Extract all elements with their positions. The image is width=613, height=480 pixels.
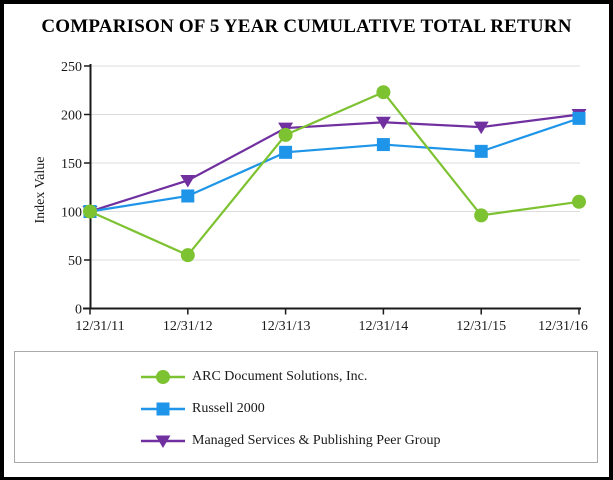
- circle-marker: [474, 208, 489, 223]
- series-0: [83, 85, 586, 263]
- circle-marker: [572, 194, 586, 209]
- chart-title: COMPARISON OF 5 YEAR CUMULATIVE TOTAL RE…: [41, 16, 572, 37]
- square-marker: [279, 145, 293, 159]
- x-tick-label: 12/31/11: [75, 319, 124, 334]
- square-series-icon: [141, 402, 185, 416]
- legend-item-arc: ARC Document Solutions, Inc.: [141, 366, 597, 388]
- legend-label-russell: Russell 2000: [192, 401, 265, 416]
- circle-marker: [278, 127, 293, 142]
- legend-item-russell: Russell 2000: [141, 398, 597, 420]
- y-tick-label: 250: [61, 60, 82, 75]
- square-marker: [572, 111, 586, 125]
- triangle-down-series-icon: [141, 435, 185, 448]
- square-marker: [156, 402, 170, 416]
- x-tick-label: 12/31/13: [261, 319, 311, 334]
- chart-plot-area: 0 50 100 150 200 250 12/31/11 12/31/12 12/31/13 1…: [61, 60, 588, 334]
- y-tick-label: 150: [61, 157, 82, 172]
- x-tick-label: 12/31/14: [359, 319, 409, 334]
- series-1: [83, 111, 586, 218]
- circle-series-icon: [141, 370, 185, 384]
- legend-label-peer-group: Managed Services & Publishing Peer Group: [192, 433, 441, 448]
- x-tick-label: 12/31/12: [163, 319, 213, 334]
- y-tick-label: 50: [68, 254, 82, 269]
- legend-item-peer-group: Managed Services & Publishing Peer Group: [141, 430, 597, 452]
- y-tick-label: 0: [75, 303, 82, 318]
- triangle-down-marker: [155, 435, 171, 448]
- circle-marker: [83, 204, 97, 219]
- triangle-down-marker: [375, 116, 391, 130]
- triangle-down-marker: [180, 174, 196, 188]
- circle-marker: [156, 370, 170, 384]
- circle-marker: [180, 248, 195, 263]
- y-tick-label: 100: [61, 206, 82, 221]
- triangle-down-marker: [473, 121, 489, 135]
- square-marker: [474, 144, 488, 158]
- x-tick-label: 12/31/15: [456, 319, 506, 334]
- series-2: [82, 109, 587, 219]
- circle-marker: [376, 85, 391, 100]
- y-tick-label: 200: [61, 109, 82, 124]
- square-marker: [181, 189, 195, 203]
- axes: 0 50 100 150 200 250 12/31/11 12/31/12 12/31/13 1…: [61, 60, 588, 334]
- x-tick-label: 12/31/16: [538, 319, 588, 334]
- gridlines: [90, 65, 580, 261]
- chart-page: COMPARISON OF 5 YEAR CUMULATIVE TOTAL RE…: [4, 4, 609, 477]
- square-marker: [376, 138, 390, 152]
- y-axis-title: Index Value: [33, 156, 48, 224]
- chart-legend: ARC Document Solutions, Inc. Russell 200…: [14, 351, 598, 463]
- legend-label-arc: ARC Document Solutions, Inc.: [192, 369, 368, 384]
